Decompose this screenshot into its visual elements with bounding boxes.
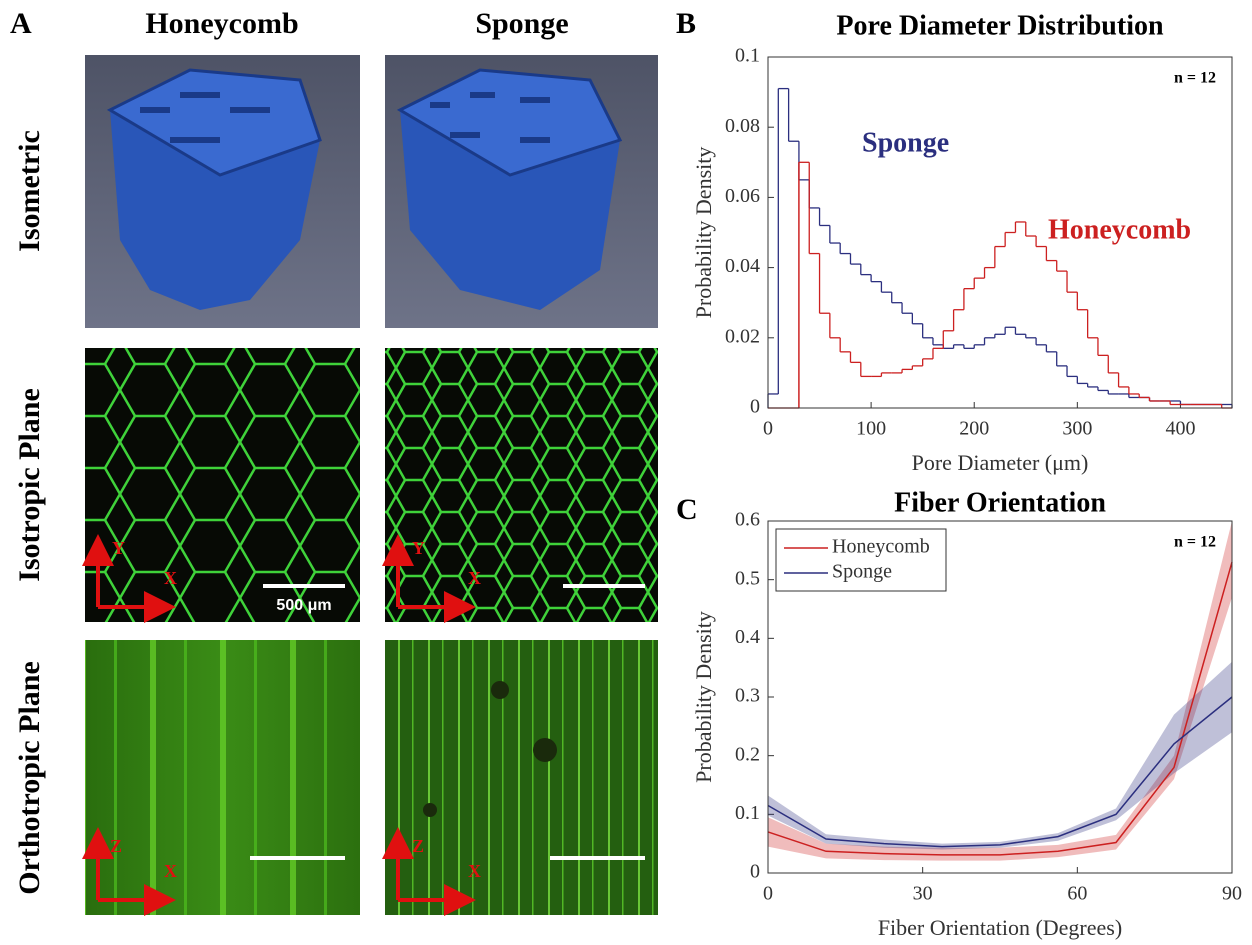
y-tick-label: 0.2 — [735, 743, 760, 765]
axis-label: Z — [110, 836, 122, 856]
chart-title: Fiber Orientation — [894, 487, 1106, 518]
x-tick-label: 200 — [959, 418, 989, 440]
plot-frame — [767, 520, 1233, 874]
scale-bars — [250, 584, 645, 860]
y-tick-label: 0 — [750, 396, 760, 418]
y-tick-label: 0.5 — [735, 567, 760, 589]
panel-letter: B — [676, 7, 696, 40]
annotation: n = 12 — [1174, 70, 1216, 87]
row-header: Isotropic Plane — [13, 388, 46, 582]
y-tick-label: 0.4 — [735, 626, 760, 648]
chart-title: Pore Diameter Distribution — [836, 10, 1164, 41]
y-tick-label: 0.06 — [725, 185, 760, 207]
panel-letter: A — [10, 7, 32, 40]
axis-label: X — [164, 568, 177, 588]
y-axis-label: Probability Density — [691, 147, 716, 319]
x-tick-label: 400 — [1165, 418, 1195, 440]
y-tick-label: 0.08 — [725, 115, 760, 137]
row-header: Isometric — [13, 130, 46, 252]
axis-arrows — [82, 534, 476, 916]
orthotropic-image — [85, 640, 360, 915]
y-tick-label: 0.04 — [725, 255, 760, 277]
column-header: Honeycomb — [145, 7, 298, 40]
isotropic-image — [385, 348, 658, 622]
axis-label: X — [468, 568, 481, 588]
x-tick-label: 0 — [763, 883, 773, 905]
axis-label: Y — [112, 538, 125, 558]
legend-label: Honeycomb — [832, 536, 930, 558]
column-header: Sponge — [475, 7, 568, 40]
y-tick-label: 0 — [750, 861, 760, 883]
x-tick-label: 100 — [856, 418, 886, 440]
orthotropic-image — [385, 640, 658, 915]
legend-box — [775, 528, 947, 592]
axis-label: Z — [412, 836, 424, 856]
legend-label: Sponge — [832, 561, 892, 583]
series-line — [767, 696, 1233, 848]
x-axis-label: Pore Diameter (μm) — [912, 450, 1089, 475]
isometric-image — [85, 55, 360, 328]
series-label: Sponge — [862, 127, 949, 158]
x-tick-label: 0 — [763, 418, 773, 440]
axis-label: X — [164, 861, 177, 881]
x-tick-label: 60 — [1067, 883, 1087, 905]
axis-label: Y — [412, 538, 425, 558]
isotropic-image — [85, 348, 360, 622]
y-tick-label: 0.6 — [735, 509, 760, 531]
y-tick-label: 0.02 — [725, 325, 760, 347]
scale-bar-label: 500 μm — [276, 597, 331, 614]
axis-label: X — [468, 861, 481, 881]
x-tick-label: 90 — [1222, 883, 1242, 905]
x-tick-label: 30 — [913, 883, 933, 905]
series-line — [767, 561, 1233, 856]
y-tick-label: 0.1 — [735, 45, 760, 67]
isometric-image — [385, 55, 658, 328]
series-label: Honeycomb — [1048, 214, 1191, 245]
x-tick-label: 300 — [1062, 418, 1092, 440]
y-axis-label: Probability Density — [691, 611, 716, 783]
error-band — [768, 661, 1232, 850]
row-header: Orthotropic Plane — [13, 661, 46, 895]
plot-frame — [767, 56, 1233, 409]
x-axis-label: Fiber Orientation (Degrees) — [878, 915, 1122, 940]
panel-letter: C — [676, 493, 698, 526]
y-tick-label: 0.1 — [735, 802, 760, 824]
y-tick-label: 0.3 — [735, 685, 760, 707]
annotation: n = 12 — [1174, 534, 1216, 551]
